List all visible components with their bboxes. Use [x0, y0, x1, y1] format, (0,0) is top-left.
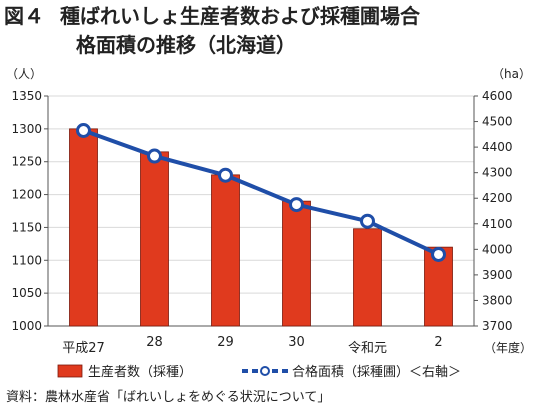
x-tick-label: 平成27 — [62, 341, 105, 356]
legend-line-marker — [260, 366, 270, 376]
right-tick-label: 4500 — [482, 115, 513, 129]
bar — [140, 151, 169, 327]
x-tick-label: 29 — [217, 335, 234, 350]
right-unit-label: （ha） — [492, 67, 531, 81]
area-point — [289, 197, 304, 213]
area-point — [147, 148, 162, 164]
area-point — [431, 246, 446, 262]
right-tick-label: 4400 — [482, 140, 513, 154]
right-tick-label: 3900 — [482, 268, 513, 282]
x-tick-label: 28 — [146, 335, 163, 350]
area-point — [218, 167, 233, 183]
bar — [211, 174, 240, 327]
figure-label: 図４ — [4, 4, 44, 28]
area-line — [82, 128, 440, 257]
left-unit-label: （人） — [6, 67, 42, 81]
left-tick-label: 1000 — [11, 319, 42, 333]
left-tick-label: 1050 — [11, 286, 42, 300]
left-tick-label: 1150 — [11, 220, 42, 234]
legend-bar-swatch — [57, 364, 83, 378]
area-point — [360, 213, 375, 229]
legend-line-label: 合格面積（採種圃）＜右軸＞ — [292, 364, 461, 380]
source-note: 資料：農林水産省「ばれいしょをめぐる状況について」 — [6, 390, 331, 405]
left-tick-label: 1300 — [11, 122, 42, 136]
right-tick-label: 4100 — [482, 217, 513, 231]
right-tick-label: 4000 — [482, 242, 513, 256]
right-tick-label: 4300 — [482, 166, 513, 180]
x-tick-label: 2 — [434, 335, 442, 350]
chart-title: 図４ 種ばれいしょ生産者数および採種圃場合 格面積の推移（北海道） — [4, 2, 544, 60]
left-tick-label: 1200 — [11, 188, 42, 202]
x-tick-label: 30 — [288, 335, 305, 350]
right-tick-label: 4600 — [482, 89, 513, 103]
bar — [69, 128, 98, 327]
bar — [282, 200, 311, 327]
x-tick-label: 令和元 — [348, 341, 387, 356]
bar — [353, 228, 382, 327]
x-unit-label: （年度） — [484, 340, 532, 355]
title-line-2: 格面積の推移（北海道） — [76, 33, 296, 57]
right-tick-label: 4200 — [482, 191, 513, 205]
area-point — [76, 123, 91, 138]
right-tick-label: 3800 — [482, 293, 513, 307]
right-tick-label: 3700 — [482, 319, 513, 333]
title-line-1: 種ばれいしょ生産者数および採種圃場合 — [60, 4, 420, 28]
legend-bar-label: 生産者数（採種） — [88, 364, 192, 380]
left-tick-label: 1100 — [11, 253, 42, 267]
left-tick-label: 1350 — [11, 89, 42, 103]
left-tick-label: 1250 — [11, 155, 42, 169]
